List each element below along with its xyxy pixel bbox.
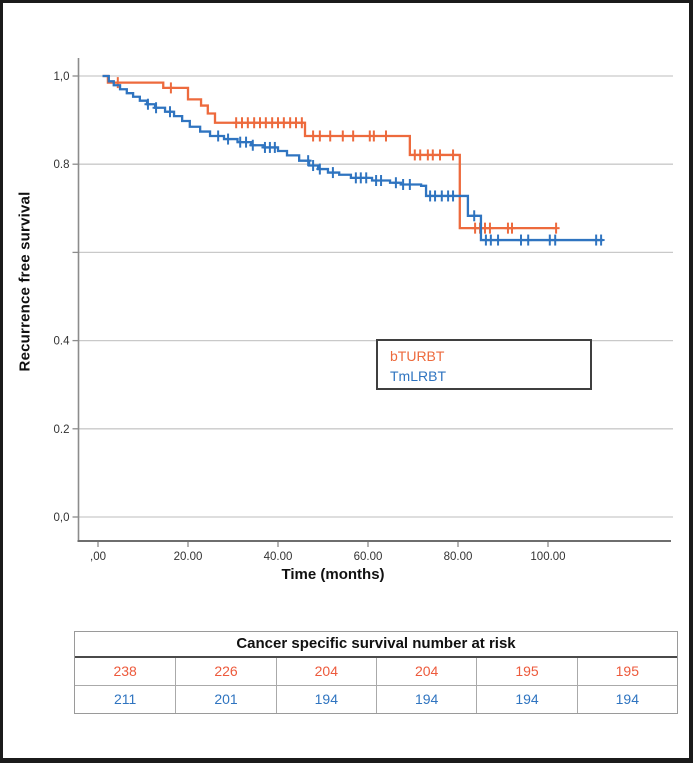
km-curve-bturbt bbox=[102, 74, 557, 230]
legend-box: bTURBT TmLRBT bbox=[376, 339, 592, 390]
risk-cell: 195 bbox=[576, 658, 677, 685]
x-axis-title: Time (months) bbox=[281, 566, 385, 583]
y-tick-label: 0.2 bbox=[54, 424, 70, 436]
risk-cell: 226 bbox=[175, 658, 275, 685]
x-tick-label: 20.00 bbox=[174, 551, 203, 563]
risk-cell: 194 bbox=[576, 685, 677, 713]
x-tick-label: 40.00 bbox=[264, 551, 293, 563]
y-axis-title: Recurrence free survival bbox=[16, 191, 34, 372]
risk-table-grid: 238 226 204 204 195 195 211 201 194 194 194 194 bbox=[75, 658, 677, 713]
km-plot-svg: 1,0 0.8 0.4 0.2 0,0 ,00 20.00 40.00 60.00 80.00 10… bbox=[54, 58, 673, 563]
risk-cell: 195 bbox=[476, 658, 576, 685]
y-tick-label: 0.8 bbox=[54, 159, 70, 171]
y-tick-label: 1,0 bbox=[54, 71, 70, 83]
risk-table: Cancer specific survival number at risk … bbox=[74, 631, 678, 714]
y-tick-label: 0,0 bbox=[54, 512, 70, 524]
risk-cell: 204 bbox=[376, 658, 476, 685]
km-curve-tmlrbt bbox=[102, 74, 603, 242]
legend-item-bturbt: bTURBT bbox=[390, 348, 445, 364]
risk-cell: 201 bbox=[175, 685, 276, 713]
risk-cell: 194 bbox=[376, 685, 477, 713]
risk-cell: 194 bbox=[476, 685, 577, 713]
risk-cell: 211 bbox=[75, 685, 176, 713]
risk-cell: 238 bbox=[113, 663, 137, 679]
x-tick-label: 100.00 bbox=[530, 551, 565, 563]
x-tick-label: ,00 bbox=[90, 551, 106, 563]
risk-cell: 194 bbox=[275, 685, 376, 713]
y-tick-label: 0.4 bbox=[54, 336, 71, 348]
risk-table-title: Cancer specific survival number at risk bbox=[75, 632, 677, 658]
x-tick-label: 80.00 bbox=[444, 551, 473, 563]
x-tick-label: 60.00 bbox=[354, 551, 383, 563]
risk-cell: 204 bbox=[275, 658, 376, 685]
legend-item-tmlrbt: TmLRBT bbox=[390, 368, 446, 384]
km-chart: 1,0 0.8 0.4 0.2 0,0 ,00 20.00 40.00 60.00 80.00 10… bbox=[3, 3, 689, 603]
